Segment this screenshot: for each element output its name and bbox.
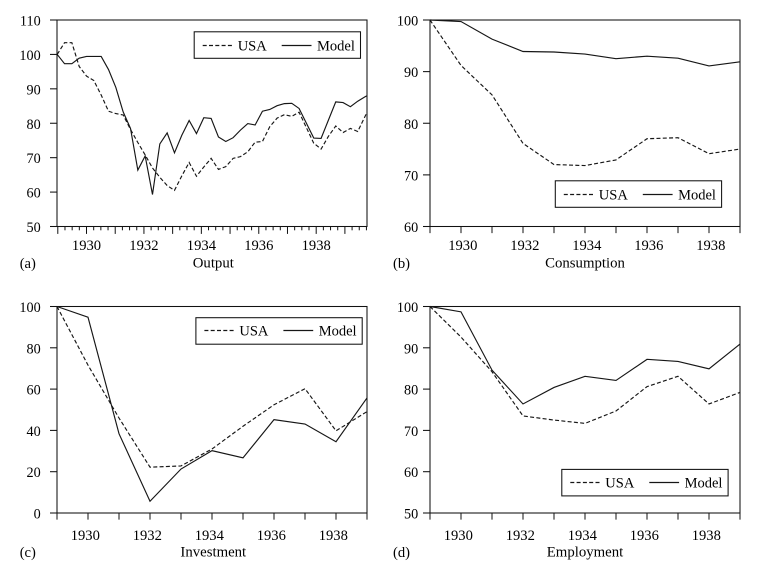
svg-text:100: 100: [397, 14, 418, 30]
svg-text:1936: 1936: [244, 238, 273, 254]
svg-text:90: 90: [27, 82, 41, 98]
svg-text:50: 50: [27, 220, 41, 236]
svg-text:Model: Model: [678, 187, 716, 203]
svg-text:80: 80: [404, 383, 418, 399]
svg-text:1938: 1938: [302, 238, 331, 254]
svg-text:Output: Output: [193, 256, 235, 272]
svg-text:1934: 1934: [572, 238, 602, 254]
svg-text:1938: 1938: [319, 528, 348, 544]
svg-text:1938: 1938: [696, 238, 725, 254]
svg-text:1932: 1932: [510, 238, 539, 254]
svg-text:Employment: Employment: [547, 544, 624, 560]
svg-text:0: 0: [34, 507, 41, 523]
svg-text:60: 60: [404, 465, 418, 481]
svg-text:1934: 1934: [187, 238, 217, 254]
svg-text:Model: Model: [685, 475, 723, 491]
svg-text:(b): (b): [393, 256, 410, 272]
svg-text:20: 20: [27, 465, 41, 481]
svg-text:(a): (a): [20, 256, 36, 272]
svg-text:1932: 1932: [129, 238, 158, 254]
svg-text:100: 100: [19, 48, 40, 64]
svg-text:60: 60: [27, 383, 41, 399]
svg-text:90: 90: [404, 65, 418, 81]
svg-text:1938: 1938: [692, 528, 721, 544]
svg-text:100: 100: [19, 300, 40, 316]
svg-text:USA: USA: [239, 323, 269, 339]
svg-text:1936: 1936: [634, 238, 663, 254]
svg-text:USA: USA: [599, 187, 629, 203]
svg-text:70: 70: [404, 168, 418, 184]
svg-text:80: 80: [27, 117, 41, 133]
svg-text:80: 80: [404, 117, 418, 133]
svg-text:Investment: Investment: [180, 544, 247, 560]
svg-text:USA: USA: [605, 475, 635, 491]
svg-text:100: 100: [397, 300, 418, 316]
svg-text:80: 80: [27, 341, 41, 357]
svg-text:1932: 1932: [133, 528, 162, 544]
svg-text:60: 60: [404, 220, 418, 236]
svg-text:110: 110: [20, 14, 41, 30]
svg-text:Model: Model: [317, 38, 355, 54]
svg-text:1930: 1930: [444, 528, 473, 544]
svg-text:(c): (c): [20, 545, 36, 561]
svg-text:1936: 1936: [257, 528, 286, 544]
svg-text:60: 60: [27, 186, 41, 202]
svg-text:90: 90: [404, 341, 418, 357]
svg-text:1932: 1932: [506, 528, 535, 544]
svg-text:1930: 1930: [71, 528, 100, 544]
svg-text:40: 40: [27, 424, 41, 440]
svg-text:1934: 1934: [195, 528, 225, 544]
svg-text:Consumption: Consumption: [545, 256, 625, 272]
svg-text:70: 70: [404, 424, 418, 440]
svg-text:70: 70: [27, 151, 41, 167]
svg-text:1936: 1936: [630, 528, 659, 544]
svg-text:(d): (d): [393, 545, 410, 561]
svg-text:1930: 1930: [72, 238, 101, 254]
svg-text:USA: USA: [238, 38, 268, 54]
svg-text:50: 50: [404, 507, 418, 523]
svg-text:1930: 1930: [448, 238, 477, 254]
svg-text:1934: 1934: [568, 528, 598, 544]
svg-text:Model: Model: [319, 323, 357, 339]
